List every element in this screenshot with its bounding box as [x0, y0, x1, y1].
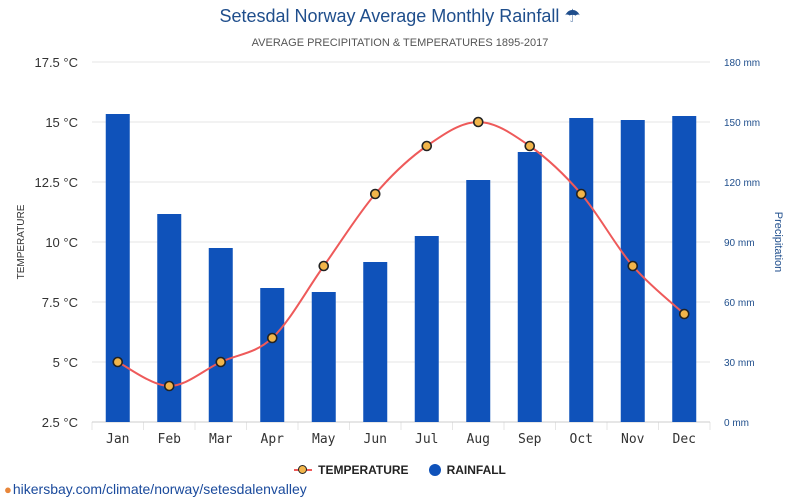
x-axis-ticks: Jan Feb Mar Apr May Jun Jul Aug Sep Oct Nov Dec: [106, 432, 696, 447]
left-tick-label: 10 °C: [45, 235, 78, 250]
x-tick-label: May: [312, 432, 336, 447]
x-tick-label: Dec: [673, 432, 696, 447]
right-tick-label: 60 mm: [724, 298, 755, 309]
right-axis-ticks: 0 mm 30 mm 60 mm 90 mm 120 mm 150 mm 180 mm: [724, 58, 760, 429]
chart-title-text: Setesdal Norway Average Monthly Rainfall: [219, 6, 560, 26]
temperature-point: [472, 116, 484, 128]
rainfall-bar: [517, 152, 542, 422]
temperature-point: [678, 308, 690, 320]
left-tick-label: 7.5 °C: [42, 295, 78, 310]
legend: TEMPERATURE RAINFALL: [0, 463, 800, 477]
umbrella-icon: ☂: [564, 6, 581, 26]
temperature-point: [627, 260, 639, 272]
chart-plot: 2.5 °C 5 °C 7.5 °C 10 °C 12.5 °C 15 °C 17.5 °C…: [16, 55, 784, 447]
x-tick-label: Jun: [364, 432, 387, 447]
x-tick-label: Mar: [209, 432, 233, 447]
left-tick-label: 12.5 °C: [34, 175, 78, 190]
legend-rainfall-label: RAINFALL: [446, 463, 506, 477]
right-tick-label: 120 mm: [724, 178, 760, 189]
chart-title: Setesdal Norway Average Monthly Rainfall…: [0, 6, 800, 27]
rainfall-bar: [311, 292, 336, 422]
location-pin-icon: ●: [4, 481, 12, 497]
legend-item-temperature[interactable]: TEMPERATURE: [294, 463, 409, 477]
rainfall-bar: [105, 114, 130, 422]
x-tick-label: Feb: [158, 432, 182, 447]
legend-rainfall-marker-icon: [428, 464, 441, 476]
temperature-line-path: [117, 120, 685, 388]
rainfall-bar: [363, 262, 388, 422]
chart-subtitle: AVERAGE PRECIPITATION & TEMPERATURES 189…: [251, 37, 549, 49]
temperature-points: [112, 116, 690, 392]
legend-temperature-marker-icon: [294, 465, 313, 475]
temperature-point: [524, 140, 536, 152]
rainfall-bar: [466, 180, 491, 422]
source-text: hikersbay.com/climate/norway/setesdalenv…: [12, 481, 307, 497]
temperature-point: [369, 188, 381, 200]
left-axis-label: TEMPERATURE: [16, 204, 27, 279]
x-tick-label: Oct: [570, 432, 593, 447]
x-tick-label: Jan: [106, 432, 129, 447]
left-tick-label: 2.5 °C: [42, 415, 78, 430]
temperature-point: [215, 356, 227, 368]
rainfall-bar: [672, 116, 697, 422]
x-tick-label: Sep: [518, 432, 542, 447]
x-tick-label: Aug: [467, 432, 490, 447]
right-tick-label: 30 mm: [724, 358, 755, 369]
x-tick-label: Jul: [415, 432, 438, 447]
temperature-point: [266, 332, 278, 344]
left-tick-label: 15 °C: [45, 115, 78, 130]
temperature-point: [575, 188, 587, 200]
gridlines: [91, 61, 711, 430]
rainfall-bar: [414, 236, 439, 422]
temperature-point: [318, 260, 330, 272]
legend-temperature-label: TEMPERATURE: [318, 463, 409, 477]
temperature-point: [112, 356, 124, 368]
temperature-point: [421, 140, 433, 152]
rainfall-bars: [105, 114, 697, 422]
rainfall-bar: [208, 248, 233, 422]
right-tick-label: 150 mm: [724, 118, 760, 129]
right-axis-label: Precipitation: [772, 212, 784, 273]
left-axis-ticks: 2.5 °C 5 °C 7.5 °C 10 °C 12.5 °C 15 °C 17.5 °C: [34, 55, 78, 430]
rainfall-bar: [260, 288, 285, 422]
x-tick-label: Nov: [621, 432, 645, 447]
x-tick-label: Apr: [261, 432, 285, 447]
temperature-point: [163, 380, 175, 392]
source-link[interactable]: ● hikersbay.com/climate/norway/setesdale…: [4, 481, 307, 497]
right-tick-label: 180 mm: [724, 58, 760, 69]
legend-item-rainfall[interactable]: RAINFALL: [428, 463, 506, 477]
left-tick-label: 17.5 °C: [34, 55, 78, 70]
left-tick-label: 5 °C: [53, 355, 78, 370]
rainfall-bar: [569, 118, 594, 422]
right-tick-label: 90 mm: [724, 238, 755, 249]
temperature-line: [117, 120, 685, 388]
right-tick-label: 0 mm: [724, 418, 749, 429]
